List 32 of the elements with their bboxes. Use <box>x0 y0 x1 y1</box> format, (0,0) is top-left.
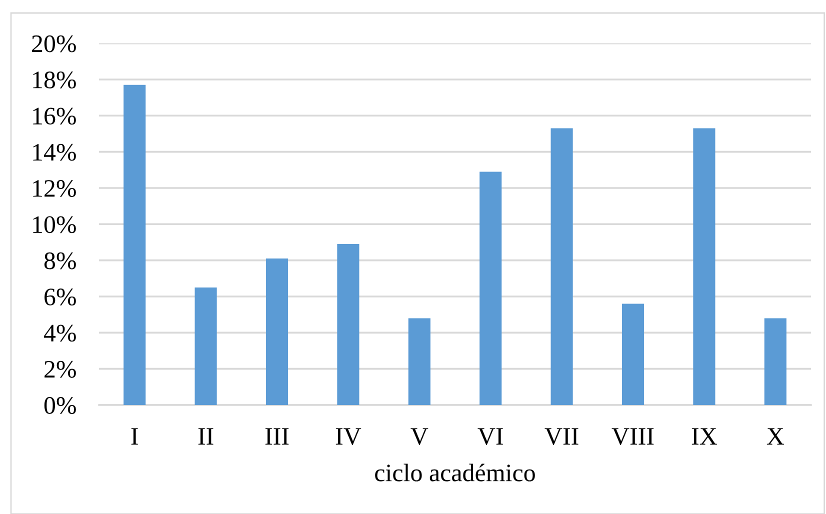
y-tick-label: 12% <box>33 180 76 197</box>
bar <box>480 172 502 405</box>
y-tick-label: 18% <box>33 72 76 88</box>
y-tick-label: 10% <box>33 216 76 234</box>
y-tick-label: 6% <box>44 288 76 306</box>
y-tick-label: 14% <box>33 144 76 161</box>
x-tick-label: VIII <box>612 428 654 445</box>
y-tick-label: 16% <box>33 108 76 125</box>
x-tick-label: III <box>265 428 289 445</box>
y-tick-label: 8% <box>44 252 76 270</box>
x-tick-label: VII <box>544 428 578 445</box>
bar <box>550 128 573 405</box>
y-tick-label: 20% <box>32 35 76 52</box>
x-tick-label: I <box>131 428 138 445</box>
x-tick-label: V <box>410 428 428 445</box>
bar <box>266 258 288 405</box>
bar <box>693 128 716 405</box>
bar <box>622 304 644 405</box>
x-tick-label: VI <box>478 428 503 445</box>
x-tick-label: II <box>198 428 214 445</box>
x-axis-title: ciclo académico <box>375 464 535 482</box>
x-tick-label: X <box>766 428 784 445</box>
y-tick-label: 0% <box>44 397 76 414</box>
bar <box>764 318 786 405</box>
y-tick-label: 2% <box>44 360 76 378</box>
y-tick-label: 4% <box>44 324 76 342</box>
bar <box>337 244 360 405</box>
x-tick-label: IV <box>336 428 362 445</box>
x-tick-label: IX <box>692 428 717 445</box>
bar <box>124 84 146 405</box>
bar <box>194 287 217 405</box>
bar <box>408 318 430 405</box>
